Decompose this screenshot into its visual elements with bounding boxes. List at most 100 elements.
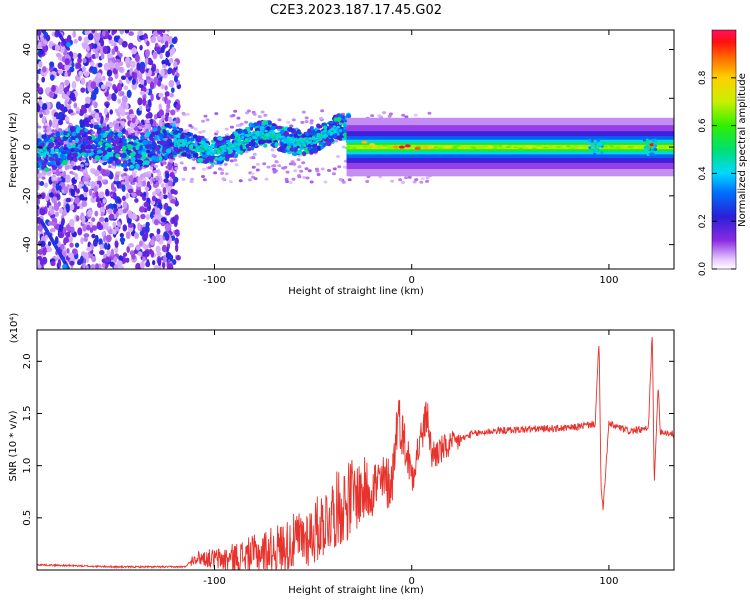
heatmap-cell [41, 165, 45, 170]
heatmap-cell [142, 257, 146, 262]
heatmap-cell [412, 180, 417, 184]
heatmap-cell [351, 147, 357, 149]
snr-frame [36, 329, 675, 571]
heatmap-cell [121, 40, 128, 48]
heatmap-cell [57, 185, 62, 191]
heatmap-cell [169, 92, 175, 98]
heatmap-cell [212, 151, 216, 154]
snr-x-label: Height of straight line (km) [288, 585, 424, 596]
heatmap-cell [164, 113, 169, 122]
heatmap-cell [361, 140, 368, 144]
heatmap-cell [227, 148, 231, 152]
heatmap-cell [304, 116, 309, 120]
heatmap-cell [387, 114, 392, 118]
heatmap-cell [112, 191, 117, 200]
heatmap-cell [116, 118, 121, 122]
heatmap-cell [88, 188, 93, 197]
heatmap-cell [147, 79, 151, 85]
heatmap-cell [596, 142, 600, 147]
heatmap-cell [242, 145, 247, 150]
heatmap-cell [98, 216, 105, 223]
heatmap-cell [135, 163, 140, 169]
heatmap-cell [210, 155, 216, 160]
heatmap-cell [167, 116, 173, 123]
heatmap-cell [169, 154, 174, 159]
heatmap-cell [46, 246, 53, 253]
heatmap-cell [342, 132, 348, 137]
heatmap-cell [644, 145, 648, 149]
heatmap-cell [145, 49, 150, 58]
heatmap-cell [90, 81, 97, 90]
heatmap-cell [238, 179, 243, 183]
heatmap-cell [390, 179, 395, 183]
heatmap-cell [501, 145, 507, 147]
heatmap-cell [304, 120, 309, 124]
heatmap-cell [166, 109, 171, 113]
heatmap-cell [54, 171, 59, 175]
heatmap-cell [121, 152, 127, 159]
heatmap-cell [82, 57, 87, 64]
heatmap-cell [249, 141, 256, 147]
heatmap-cell [492, 147, 498, 150]
heatmap-cell [181, 177, 186, 181]
heatmap-cell [171, 259, 177, 265]
heatmap-cell [117, 82, 122, 91]
heatmap-cell [74, 74, 81, 82]
heatmap-cell [235, 124, 240, 128]
heatmap-cell [37, 163, 40, 169]
spectrogram-x-label: Height of straight line (km) [288, 286, 424, 297]
heatmap-cell [291, 177, 296, 181]
heatmap-cell [58, 165, 63, 169]
heatmap-cell [65, 149, 71, 154]
heatmap-cell [144, 123, 149, 129]
heatmap-cell [66, 154, 72, 161]
heatmap-cell [243, 129, 248, 133]
heatmap-cell [37, 82, 40, 89]
heatmap-cell [39, 49, 44, 55]
heatmap-cell [153, 164, 158, 168]
heatmap-cell [106, 82, 113, 88]
heatmap-cell [45, 109, 50, 115]
heatmap-cell [319, 137, 323, 141]
heatmap-cell [267, 120, 272, 126]
heatmap-cell [82, 137, 87, 142]
heatmap-cell [233, 142, 237, 145]
heatmap-cell [57, 178, 62, 182]
heatmap-cell [150, 250, 155, 258]
heatmap-cell [209, 158, 214, 163]
heatmap-cell [180, 140, 184, 143]
heatmap-cell [338, 129, 342, 132]
heatmap-cell [38, 61, 43, 68]
heatmap-cell [125, 231, 131, 239]
heatmap-cell [301, 110, 306, 114]
colorbar-ticks: 0.0 0.2 0.4 0.6 0.8 [698, 70, 736, 276]
heatmap-cell [160, 117, 165, 121]
heatmap-cell [181, 111, 186, 115]
heatmap-cell [104, 117, 109, 121]
heatmap-cell [134, 118, 139, 125]
heatmap-cell [157, 257, 162, 267]
heatmap-cell [87, 33, 94, 41]
heatmap-cell [518, 147, 524, 150]
heatmap-cell [224, 127, 229, 131]
heatmap-cell [371, 147, 377, 150]
heatmap-cell [169, 254, 174, 262]
heatmap-cell [82, 42, 89, 50]
heatmap-cell [73, 38, 78, 44]
heatmap-cell [318, 116, 323, 120]
heatmap-cell [291, 152, 298, 157]
heatmap-cell [342, 165, 347, 169]
heatmap-cell [57, 62, 64, 70]
heatmap-cell [100, 39, 105, 47]
heatmap-cell [93, 43, 98, 49]
heatmap-cell [261, 139, 266, 144]
heatmap-cell [147, 99, 152, 108]
heatmap-cell [48, 192, 55, 198]
heatmap-cell [188, 140, 192, 144]
heatmap-cell [177, 139, 181, 142]
heatmap-cell [114, 62, 120, 70]
heatmap-cell [333, 130, 337, 134]
heatmap-cell [117, 98, 122, 104]
heatmap-cell [65, 231, 71, 237]
heatmap-cell [57, 69, 64, 74]
